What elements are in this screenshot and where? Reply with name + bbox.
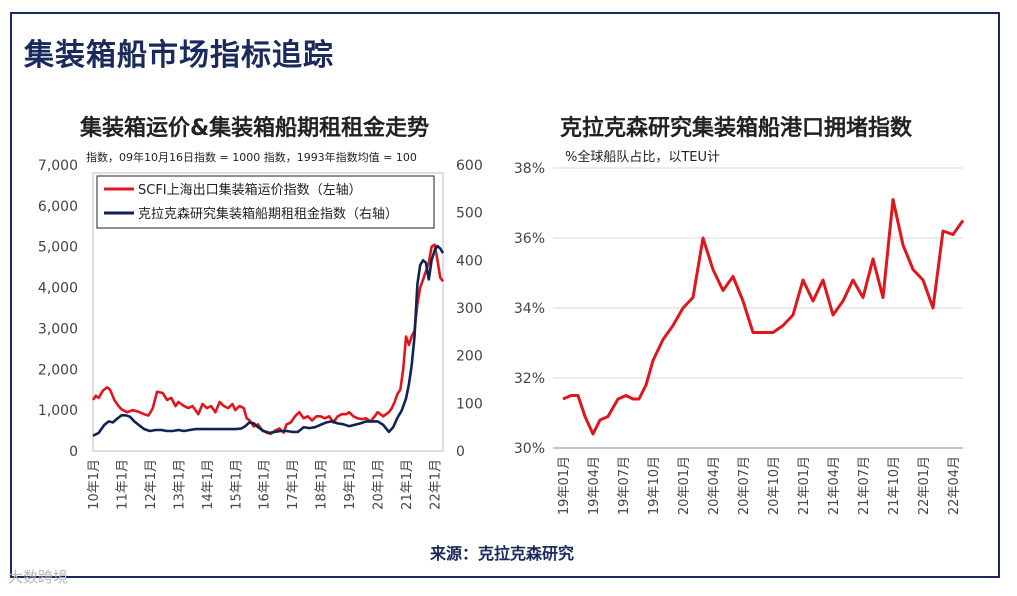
chart1-x-tick: 16年1月: [258, 459, 273, 510]
charter-rate-line: [92, 244, 445, 437]
chart1-x-tick: 18年1月: [315, 459, 330, 510]
chart1-x-tick: 22年1月: [428, 459, 443, 510]
chart1-x-tick: 10年1月: [87, 459, 102, 510]
chart1-right-tick: 300: [456, 301, 483, 317]
chart2-y-tick: 36%: [514, 231, 545, 247]
chart1-x-tick: 21年1月: [400, 459, 415, 510]
chart1-right-tick: 200: [456, 349, 483, 365]
chart1-left-tick: 0: [69, 444, 78, 460]
chart1-x-tick: 19年1月: [343, 459, 358, 510]
chart1-right-tick: 400: [456, 253, 483, 269]
chart2-x-tick: 21年04月: [827, 456, 842, 515]
chart2-x-tick: 21年10月: [887, 456, 902, 515]
chart1-x-tick: 13年1月: [172, 459, 187, 510]
chart1-right-tick: 600: [456, 158, 483, 174]
chart2-x-tick: 21年01月: [797, 456, 812, 515]
chart2-x-tick: 22年04月: [947, 456, 962, 515]
chart1-right-tick: 100: [456, 396, 483, 412]
chart1-right-tick: 500: [456, 206, 483, 222]
chart1-left-tick: 7,000: [38, 158, 78, 174]
page-title: 集装箱船市场指标追踪: [24, 38, 334, 73]
chart2-note: %全球船队占比，以TEU计: [565, 149, 720, 165]
source-label: 来源：克拉克森研究: [430, 544, 575, 563]
chart2-x-tick: 20年07月: [737, 456, 752, 515]
legend-scfi-label: SCFI上海出口集装箱运价指数（左轴）: [138, 182, 362, 198]
congestion-line: [562, 198, 965, 436]
chart2-x-tick: 22年01月: [917, 456, 932, 515]
chart1-x-tick: 15年1月: [229, 459, 244, 510]
chart2-x-tick: 20年10月: [767, 456, 782, 515]
chart1-right-tick: 0: [456, 444, 465, 460]
chart2-title: 克拉克森研究集装箱船港口拥堵指数: [560, 116, 913, 141]
chart1-title: 集装箱运价&集装箱船期租租金走势: [80, 116, 430, 141]
chart1-left-tick: 1,000: [38, 403, 78, 419]
chart2-y-tick: 32%: [514, 371, 545, 387]
legend-charter-label: 克拉克森研究集装箱船期租租金指数（右轴）: [138, 206, 398, 222]
chart1-left-tick: 6,000: [38, 199, 78, 215]
chart1-left-tick: 5,000: [38, 240, 78, 256]
chart2-y-tick: 30%: [514, 441, 545, 457]
chart2-x-tick: 19年10月: [647, 456, 662, 515]
chart1-legend: [96, 175, 435, 229]
chart1-x-tick: 11年1月: [115, 459, 130, 510]
scfi-line: [91, 243, 445, 436]
chart1-left-tick: 3,000: [38, 321, 78, 337]
chart2-x-tick: 19年07月: [617, 456, 632, 515]
slide-frame: [10, 12, 1000, 578]
chart2-x-tick: 20年04月: [707, 456, 722, 515]
chart1-x-tick: 17年1月: [286, 459, 301, 510]
chart1-x-tick: 20年1月: [372, 459, 387, 510]
chart2-x-tick: 19年01月: [557, 456, 572, 515]
chart1-x-tick: 12年1月: [144, 459, 159, 510]
chart2-y-tick: 34%: [514, 301, 545, 317]
watermark: 大数跨境: [8, 568, 69, 586]
chart2-x-tick: 21年07月: [857, 456, 872, 515]
chart2-x-tick: 20年01月: [677, 456, 692, 515]
chart2-x-tick: 19年04月: [587, 456, 602, 515]
chart1-note: 指数，09年10月16日指数 = 1000 指数，1993年指数均值 = 100: [86, 150, 417, 164]
chart1-plot-border: [92, 172, 444, 452]
chart1-left-tick: 2,000: [38, 362, 78, 378]
chart1-x-tick: 14年1月: [201, 459, 216, 510]
chart1-left-tick: 4,000: [38, 281, 78, 297]
chart2-y-tick: 38%: [514, 161, 545, 177]
